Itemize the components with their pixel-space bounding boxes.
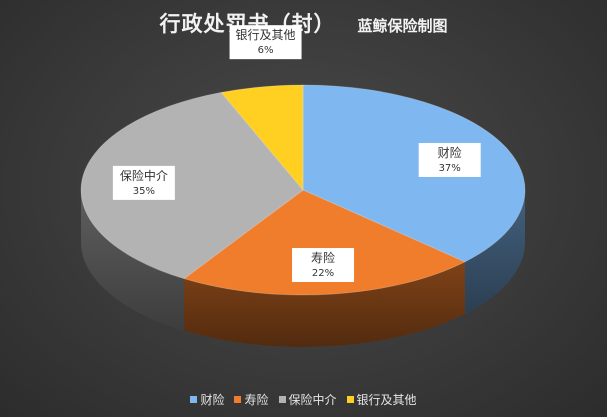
slice-side-shade-3 — [81, 190, 185, 331]
data-label-3: 保险中介 35% — [112, 165, 175, 200]
slice-2 — [183, 189, 466, 296]
legend-item-2: 寿险 — [234, 391, 269, 408]
legend-swatch — [278, 395, 286, 403]
slice-side-shade-1 — [464, 190, 525, 314]
data-label-box — [418, 142, 481, 177]
slice-3 — [80, 91, 304, 280]
data-label-1: 财险 37% — [418, 142, 481, 177]
data-label-box — [229, 25, 302, 60]
legend-label: 银行及其他 — [356, 392, 417, 407]
data-label-value: 35% — [133, 186, 155, 197]
legend-item-4: 银行及其他 — [346, 391, 417, 408]
data-label-name: 银行及其他 — [236, 28, 296, 42]
legend-item-3: 保险中介 — [278, 391, 337, 408]
legend-label: 财险 — [200, 392, 225, 407]
data-labels: 财险 37% 寿险 22% 保险中介 35% 银行及其他 6% — [112, 25, 481, 283]
pie-sides — [81, 190, 525, 347]
data-label-box — [112, 165, 175, 200]
data-label-name: 寿险 — [311, 250, 335, 265]
legend-item-1: 财险 — [190, 391, 224, 408]
chart-subtitle: 蓝鲸保险制图 — [357, 17, 448, 35]
legend-label: 保险中介 — [288, 392, 337, 407]
data-label-name: 财险 — [438, 145, 462, 160]
chart-legend: 财险 寿险 保险中介 银行及其他 — [0, 388, 607, 410]
data-label-name: 保险中介 — [120, 168, 168, 183]
data-label-box — [292, 248, 355, 283]
legend-swatch — [346, 395, 354, 403]
data-label-4: 银行及其他 6% — [229, 25, 302, 60]
data-label-value: 6% — [258, 45, 274, 56]
pie-slices — [80, 84, 526, 296]
data-label-value: 37% — [439, 163, 461, 174]
legend-swatch — [234, 395, 242, 403]
data-label-value: 22% — [312, 268, 334, 279]
legend-label: 寿险 — [244, 392, 269, 407]
legend-swatch — [190, 395, 198, 403]
slice-1 — [302, 84, 526, 263]
data-label-2: 寿险 22% — [292, 248, 355, 283]
slice-4 — [220, 84, 304, 192]
slice-side-shade-2 — [184, 261, 465, 347]
